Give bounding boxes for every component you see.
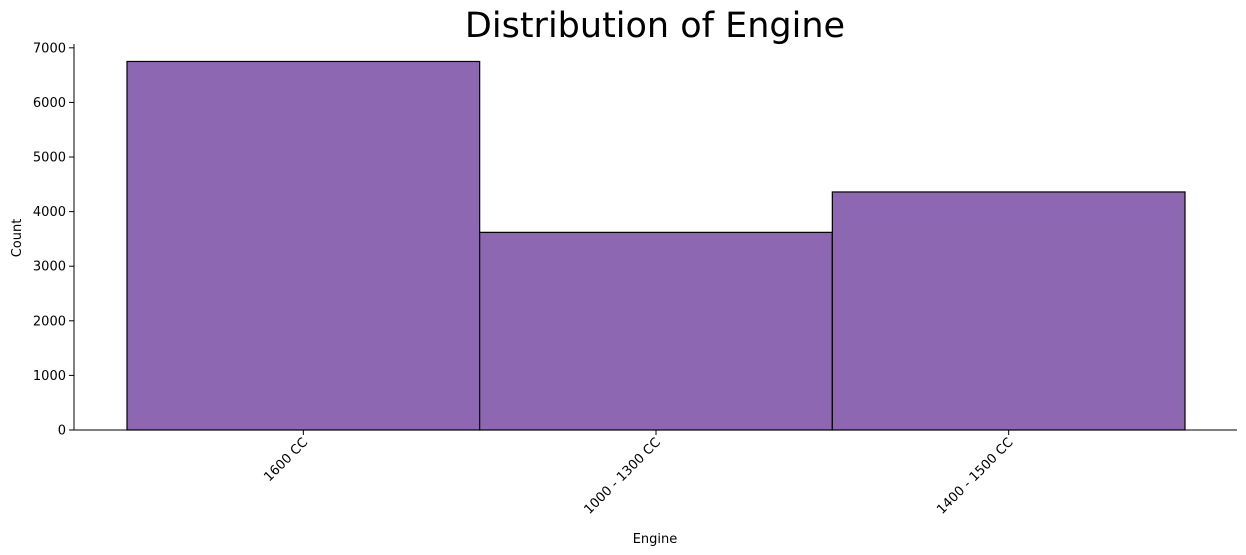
x-axis-label: Engine — [633, 532, 678, 547]
y-axis-label: Count — [10, 219, 25, 258]
y-axis: 0 1000 2000 3000 4000 5000 6000 7000 — [33, 41, 75, 439]
y-tick-label: 3000 — [33, 260, 66, 275]
y-tick-label: 7000 — [33, 41, 66, 56]
bar-1 — [126, 60, 481, 431]
y-tick-label: 1000 — [33, 369, 66, 384]
y-tick-label: 0 — [58, 424, 66, 439]
x-tick-label: 1600 CC — [261, 435, 311, 485]
chart-title: Distribution of Engine — [465, 6, 845, 46]
x-axis: 1600 CC 1000 - 1300 CC 1400 - 1500 CC — [74, 429, 1237, 518]
y-tick-label: 2000 — [33, 314, 66, 329]
bars-layer — [126, 60, 1186, 431]
y-tick-label: 4000 — [33, 205, 66, 220]
y-tick-label: 5000 — [33, 151, 66, 166]
bar-3 — [831, 191, 1186, 431]
y-tick-label: 6000 — [33, 96, 66, 111]
x-tick-label: 1000 - 1300 CC — [582, 435, 664, 517]
x-tick-label: 1400 - 1500 CC — [934, 435, 1016, 517]
bar-2 — [479, 231, 833, 431]
